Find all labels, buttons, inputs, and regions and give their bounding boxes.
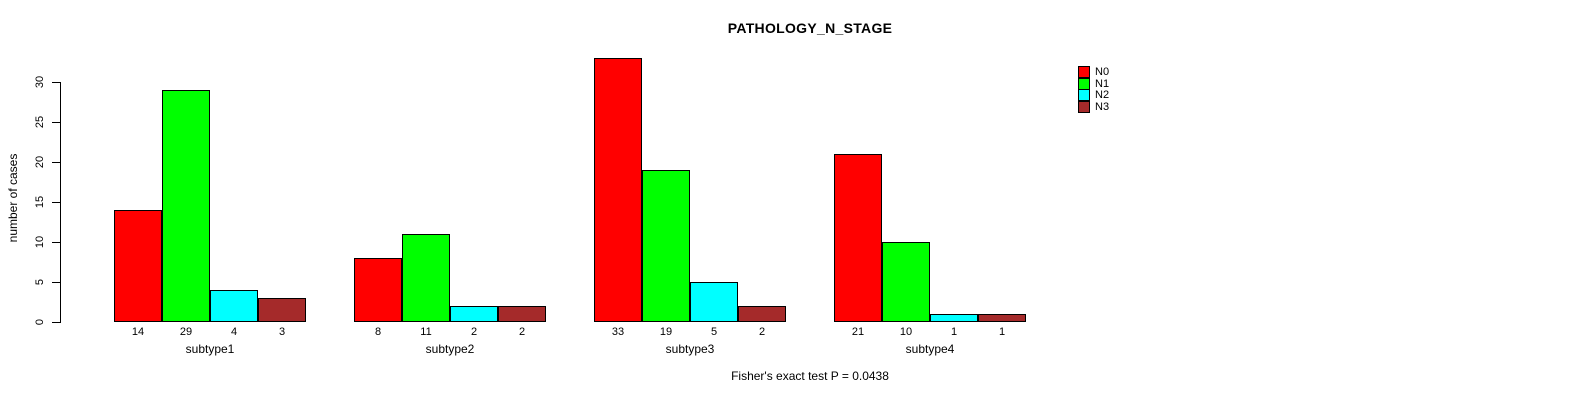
x-category-label: subtype1 (185, 342, 235, 356)
bar-value-label: 3 (278, 326, 286, 338)
y-tick-label: 0 (34, 318, 46, 326)
y-tick (52, 82, 60, 83)
bar-subtype1-N3 (258, 298, 306, 322)
bar-value-label: 21 (851, 326, 865, 338)
footer-stat: Fisher's exact test P = 0.0438 (731, 369, 889, 383)
bar-subtype2-N0 (354, 258, 402, 322)
y-tick-label: 20 (34, 155, 46, 169)
legend-label-N0: N0 (1095, 66, 1110, 78)
y-tick (52, 282, 60, 283)
legend-label-N3: N3 (1095, 101, 1110, 113)
bar-subtype1-N0 (114, 210, 162, 322)
bar-subtype1-N2 (210, 290, 258, 322)
bar-value-label: 11 (420, 326, 432, 338)
chart-title: PATHOLOGY_N_STAGE (727, 20, 893, 36)
y-tick (52, 322, 60, 323)
bar-subtype1-N1 (162, 90, 210, 322)
bar-value-label: 5 (710, 326, 718, 338)
y-tick (52, 162, 60, 163)
bar-value-label: 4 (230, 326, 238, 338)
legend-label-N2: N2 (1095, 89, 1110, 101)
bar-value-label: 2 (518, 326, 526, 338)
bar-value-label: 33 (611, 326, 625, 338)
bar-subtype2-N2 (450, 306, 498, 322)
bar-subtype2-N3 (498, 306, 546, 322)
bar-subtype2-N1 (402, 234, 450, 322)
y-tick-label: 25 (34, 115, 46, 129)
y-tick-label: 10 (34, 235, 46, 249)
y-tick-label: 15 (34, 195, 46, 209)
bar-value-label: 8 (374, 326, 382, 338)
legend-swatch-N2 (1078, 89, 1090, 101)
bar-value-label: 14 (131, 326, 145, 338)
bar-subtype4-N0 (834, 154, 882, 322)
y-tick (52, 122, 60, 123)
y-tick (52, 202, 60, 203)
legend-label-N1: N1 (1095, 78, 1110, 90)
x-category-label: subtype4 (905, 342, 955, 356)
bar-subtype4-N2 (930, 314, 978, 322)
y-tick (52, 242, 60, 243)
legend-swatch-N0 (1078, 66, 1090, 78)
x-category-label: subtype3 (665, 342, 715, 356)
y-axis-line (60, 82, 61, 323)
bar-subtype3-N0 (594, 58, 642, 322)
bar-value-label: 29 (179, 326, 193, 338)
bar-value-label: 10 (899, 326, 913, 338)
bar-subtype3-N1 (642, 170, 690, 322)
y-tick-label: 5 (34, 278, 46, 286)
bar-value-label: 1 (950, 326, 958, 338)
y-tick-label: 30 (34, 75, 46, 89)
bar-subtype3-N2 (690, 282, 738, 322)
bar-subtype3-N3 (738, 306, 786, 322)
legend-swatch-N3 (1078, 101, 1090, 113)
y-axis-label: number of cases (6, 153, 20, 243)
bar-value-label: 19 (659, 326, 673, 338)
bar-value-label: 2 (470, 326, 478, 338)
x-category-label: subtype2 (425, 342, 475, 356)
bar-subtype4-N3 (978, 314, 1026, 322)
bar-value-label: 2 (758, 326, 766, 338)
bar-subtype4-N1 (882, 242, 930, 322)
bar-value-label: 1 (998, 326, 1006, 338)
